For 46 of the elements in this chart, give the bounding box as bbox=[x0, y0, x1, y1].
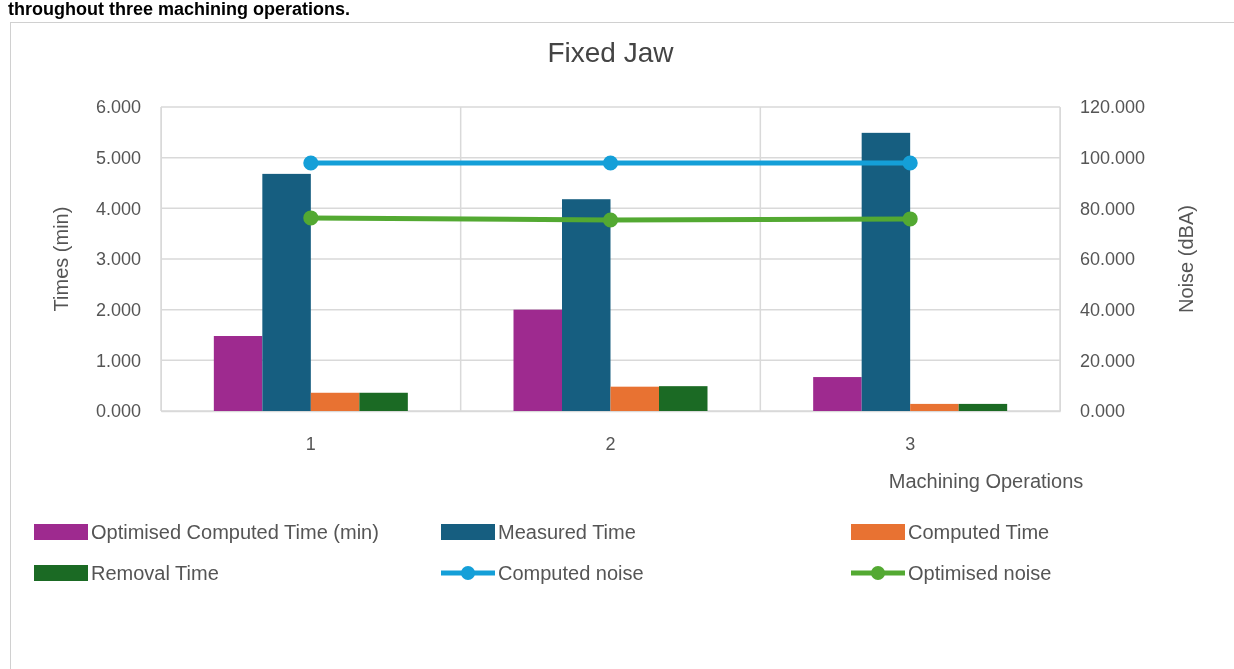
legend-label: Optimised Computed Time (min) bbox=[91, 521, 379, 543]
bar bbox=[910, 403, 959, 411]
y2-tick-label: 0.000 bbox=[1080, 401, 1126, 422]
bar bbox=[813, 377, 862, 411]
y-tick-label: 2.000 bbox=[95, 299, 141, 320]
y-tick-label: 3.000 bbox=[95, 249, 141, 270]
point bbox=[902, 211, 918, 227]
x-tick-label: 1 bbox=[305, 433, 316, 454]
bar bbox=[659, 386, 708, 411]
bar bbox=[610, 386, 659, 411]
bar bbox=[213, 336, 263, 411]
legend-label: Optimised noise bbox=[908, 562, 1052, 584]
legend-label: Removal Time bbox=[91, 562, 219, 584]
y-tick-label: 6.000 bbox=[95, 97, 141, 118]
x-axis-title: Machining Operations bbox=[888, 470, 1084, 492]
x-tick-label: 2 bbox=[605, 433, 616, 454]
y2-tick-label: 40.000 bbox=[1080, 299, 1136, 320]
legend-label: Computed Time bbox=[908, 521, 1050, 543]
text: throughout three machining operations. bbox=[8, 0, 350, 19]
chart-title: Fixed Jaw bbox=[547, 37, 675, 68]
bar bbox=[310, 392, 360, 411]
bar bbox=[262, 173, 311, 411]
bar bbox=[861, 132, 911, 411]
y-tick-label: 0.000 bbox=[95, 401, 141, 422]
legend-label: Measured Time bbox=[498, 521, 636, 543]
y2-tick-label: 60.000 bbox=[1080, 249, 1136, 270]
y2-tick-label: 80.000 bbox=[1080, 198, 1136, 219]
y-tick-label: 5.000 bbox=[95, 147, 141, 168]
bar bbox=[513, 309, 562, 411]
point bbox=[303, 210, 319, 226]
y-axis-title: Times (min) bbox=[50, 206, 72, 312]
bar bbox=[562, 199, 611, 411]
bar bbox=[958, 403, 1008, 411]
y2-tick-label: 100.000 bbox=[1080, 147, 1146, 168]
y2-tick-label: 120.000 bbox=[1080, 97, 1146, 118]
point bbox=[303, 155, 319, 171]
point bbox=[602, 212, 619, 228]
y2-tick-label: 20.000 bbox=[1080, 350, 1136, 371]
x-tick-label: 3 bbox=[905, 433, 916, 454]
point bbox=[602, 155, 619, 171]
y-tick-label: 1.000 bbox=[95, 350, 141, 371]
y-tick-label: 4.000 bbox=[95, 198, 141, 219]
y2-axis-title: Noise (dBA) bbox=[1175, 205, 1197, 313]
point bbox=[902, 155, 918, 171]
legend-label: Computed noise bbox=[498, 562, 644, 584]
bar bbox=[359, 392, 408, 411]
